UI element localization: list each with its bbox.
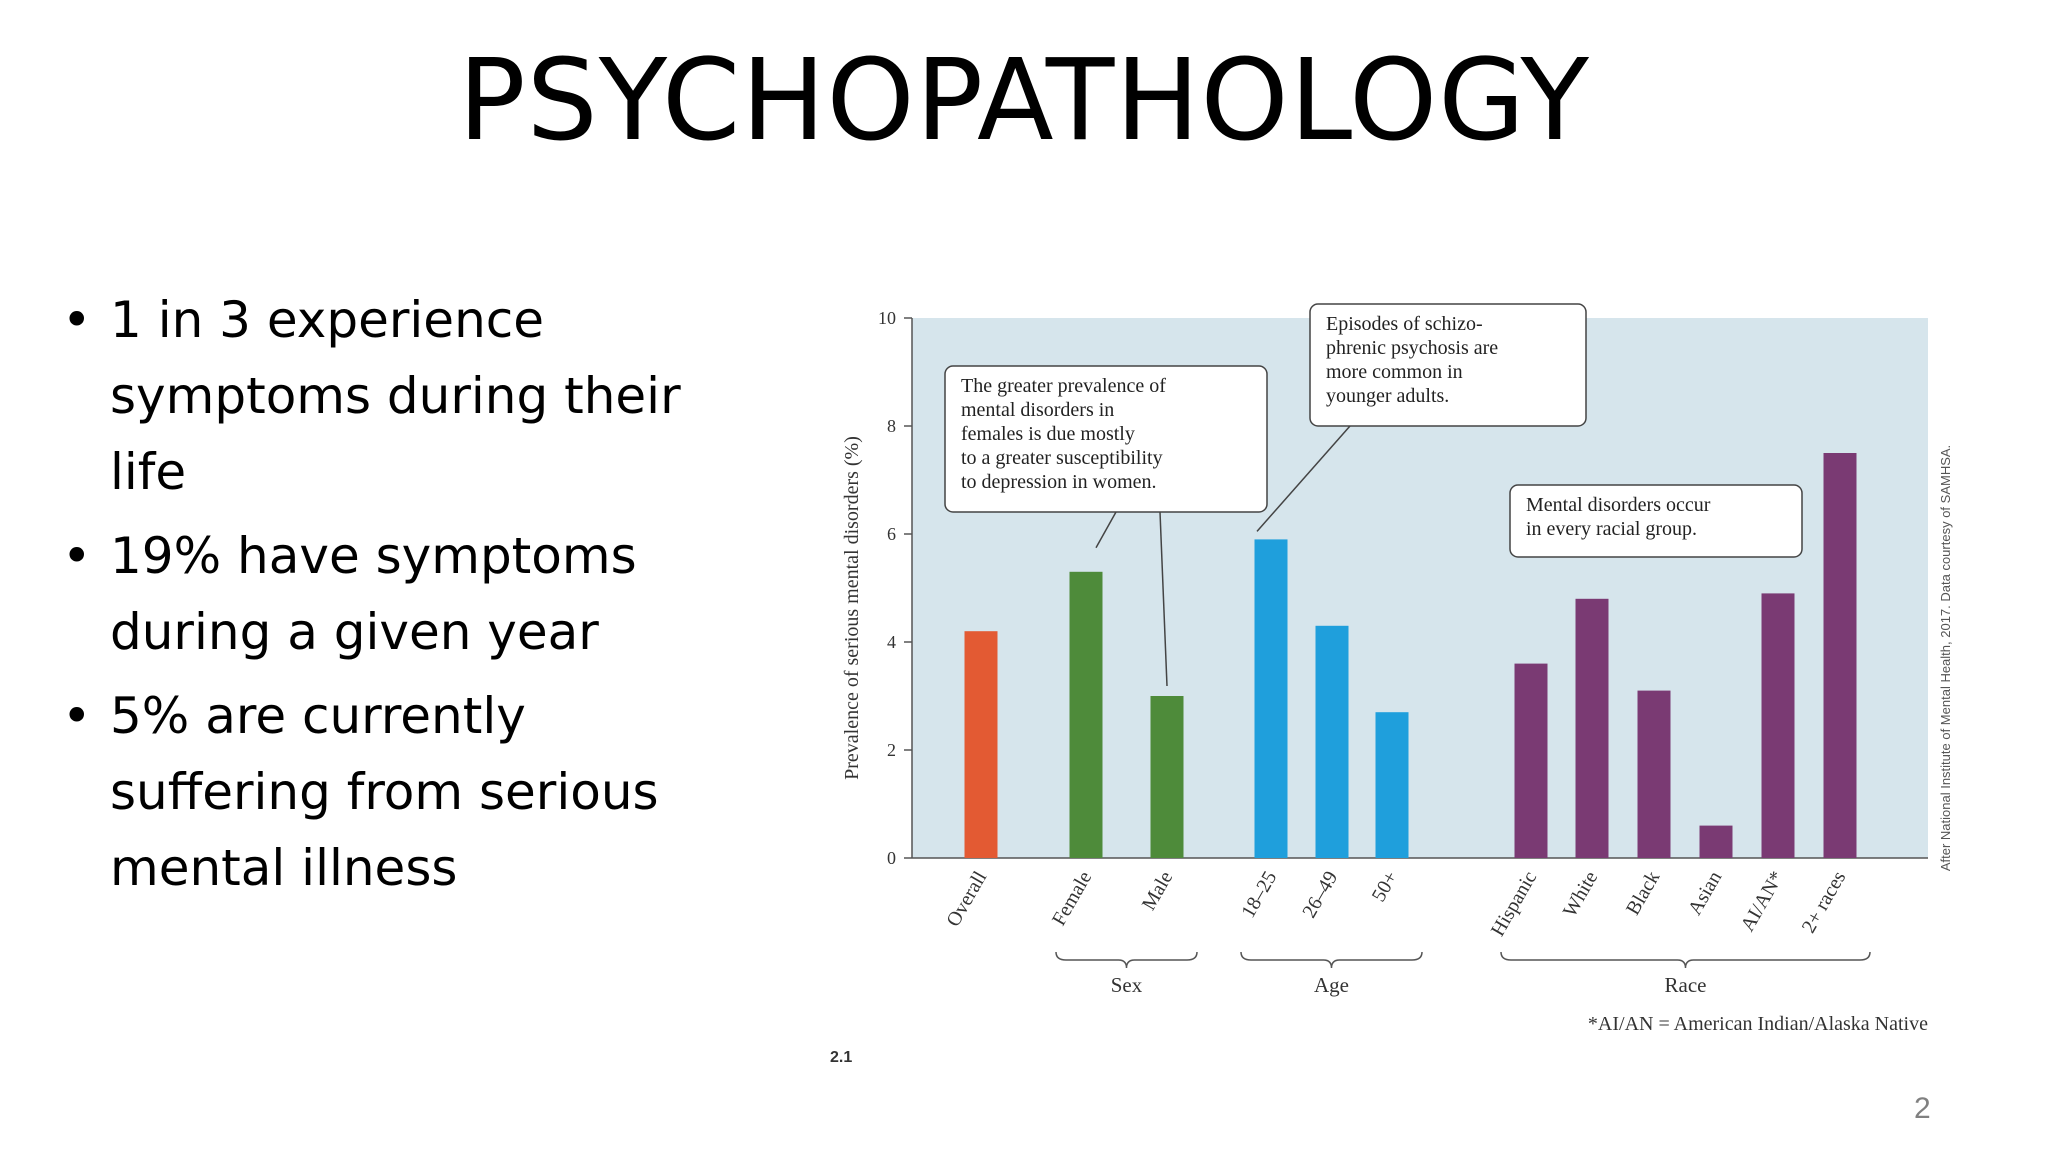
annotation-text: Mental disorders occur [1526,494,1711,516]
annotation-leader-line [1256,425,1351,532]
group-brace [1055,951,1198,969]
category-label: AI/AN* [1737,868,1789,936]
annotation-text: more common in [1326,361,1463,383]
bullet-item: • 19% have symptoms during a given year [62,518,752,670]
annotation-box [1509,484,1803,558]
bullet-list: • 1 in 3 experience symptoms during thei… [62,282,752,914]
annotation-box [1309,303,1587,427]
slide-title: PSYCHOPATHOLOGY [458,36,1590,166]
bar-hispanic [1514,663,1548,858]
group-brace [1500,951,1871,969]
bar-50- [1375,712,1409,858]
chart-footnote: *AI/AN = American Indian/Alaska Native [1588,1013,1928,1035]
bar-26-49 [1315,625,1349,858]
y-tick-label: 2 [887,740,896,760]
bullet-text: 1 in 3 experience symptoms during their … [110,291,681,501]
y-tick-label: 10 [878,308,896,328]
category-label: Asian [1684,868,1726,919]
annotation-leader-line [1159,511,1168,687]
group-label: Sex [1111,973,1143,997]
annotation-text: Episodes of schizo- [1326,313,1483,335]
bar-white [1575,598,1609,858]
annotation-text: The greater prevalence of [961,375,1166,397]
bar-female [1069,571,1103,858]
y-tick-label: 6 [887,524,896,544]
category-label: Overall [942,867,991,930]
category-label: 26–49 [1298,868,1342,922]
group-label: Age [1314,973,1349,997]
y-tick-label: 4 [887,632,896,652]
annotation-text: to depression in women. [961,471,1157,493]
category-label: Black [1622,868,1664,919]
category-label: Female [1048,867,1097,929]
annotation-text: females is due mostly [961,423,1135,445]
bar-male [1150,696,1184,858]
source-credit: After National Institute of Mental Healt… [1938,445,1953,871]
bullet-glyph: • [62,527,92,585]
bar-18-25 [1254,539,1288,858]
bullet-glyph: • [62,291,92,349]
annotation-text: phrenic psychosis are [1326,337,1498,359]
group-brace [1240,951,1423,969]
page-number: 2 [1914,1092,1931,1125]
y-tick-label: 0 [887,848,896,868]
bullet-text: 5% are currently suffering from serious … [110,687,659,897]
annotation-text: mental disorders in [961,399,1114,421]
category-label: 50+ [1368,868,1403,906]
prevalence-figure: 0 2 4 6 8 10 Prevalence of serious mental diso… [820,290,1960,1080]
annotation-text: younger adults. [1326,385,1449,407]
category-label: Hispanic [1487,867,1542,940]
bar-black [1637,690,1671,858]
annotation-leader-line [1095,511,1117,549]
figure-number: 2.1 [830,1049,852,1066]
category-label: Male [1138,867,1178,914]
bullet-text: 19% have symptoms during a given year [110,527,637,661]
annotation-box [944,365,1268,513]
category-label: White [1559,867,1603,920]
y-tick-label: 8 [887,416,896,436]
bullet-glyph: • [62,687,92,745]
bullet-item: • 5% are currently suffering from seriou… [62,678,752,906]
annotation-text: to a greater susceptibility [961,447,1163,469]
bar-overall [964,631,998,858]
bar-ai-an- [1761,593,1795,858]
group-label: Race [1665,973,1707,997]
bar-asian [1699,825,1733,858]
y-axis-label: Prevalence of serious mental disorders (… [841,436,863,780]
category-label: 18–25 [1237,868,1281,922]
annotation-text: in every racial group. [1526,518,1697,540]
bullet-item: • 1 in 3 experience symptoms during thei… [62,282,752,510]
bar-2-races [1823,453,1857,858]
category-label: 2+ races [1798,867,1851,937]
prevalence-bar-chart: 0 2 4 6 8 10 Prevalence of serious mental diso… [830,303,1953,1066]
